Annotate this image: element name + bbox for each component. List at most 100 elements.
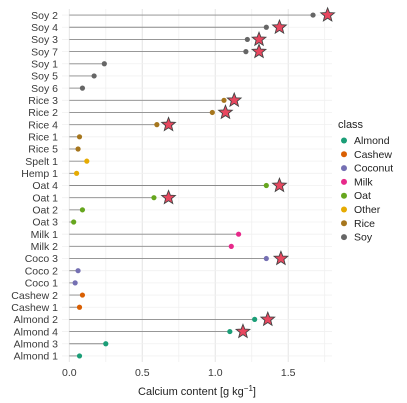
category-label-oat-1: Oat 1	[32, 192, 58, 204]
category-label-milk-2: Milk 2	[31, 241, 59, 253]
star-rice-4	[160, 116, 177, 132]
x-axis-title: Calcium content [g kg−1]	[138, 384, 256, 399]
legend-label-soy: Soy	[354, 232, 373, 244]
point-rice-1	[76, 134, 83, 140]
x-tick-label: 0.0	[62, 367, 77, 379]
point-coco-2	[75, 268, 81, 274]
point-oat-2	[79, 207, 86, 213]
point-soy-5	[91, 73, 97, 79]
star-markers	[160, 6, 336, 339]
legend-key-coconut	[341, 165, 347, 172]
point-soy-7	[243, 49, 249, 55]
category-label-soy-2: Soy 2	[31, 10, 58, 22]
legend-key-other	[341, 206, 347, 213]
category-label-cashew-1: Cashew 1	[11, 302, 58, 314]
point-soy-2	[310, 12, 316, 18]
category-label-rice-2: Rice 2	[28, 107, 58, 119]
category-label-soy-1: Soy 1	[31, 58, 58, 70]
legend-label-other: Other	[354, 204, 381, 216]
category-label-cashew-2: Cashew 2	[11, 290, 58, 302]
point-rice-2	[209, 109, 215, 116]
point-soy-6	[79, 85, 86, 91]
x-tick-label: 0.5	[135, 367, 150, 379]
legend-label-rice: Rice	[354, 218, 375, 230]
legend-key-almond	[341, 137, 347, 144]
category-label-coco-3: Coco 3	[25, 253, 58, 265]
category-label-soy-3: Soy 3	[31, 34, 58, 46]
point-oat-4	[263, 182, 269, 189]
x-axis-title-superscript: −1	[244, 384, 254, 393]
category-label-almond-1: Almond 1	[14, 351, 59, 363]
star-oat-1	[160, 189, 177, 205]
category-label-milk-1: Milk 1	[31, 229, 59, 241]
legend-key-rice	[341, 220, 347, 227]
category-label-coco-1: Coco 1	[25, 278, 58, 290]
category-label-soy-6: Soy 6	[31, 83, 58, 95]
x-tick-label: 1.5	[281, 367, 296, 379]
category-label-soy-4: Soy 4	[31, 22, 58, 34]
point-cashew-1	[76, 304, 83, 310]
star-rice-2	[217, 104, 234, 120]
point-almond-3	[103, 341, 109, 347]
star-coco-3	[272, 250, 289, 266]
point-rice-5	[75, 146, 81, 152]
category-label-almond-4: Almond 4	[14, 326, 59, 338]
star-soy-3	[250, 30, 268, 47]
point-soy-1	[101, 61, 107, 67]
star-almond-2	[259, 310, 276, 327]
point-soy-4	[263, 24, 269, 30]
category-label-oat-3: Oat 3	[32, 217, 58, 229]
point-milk-1	[235, 231, 242, 237]
legend-key-oat	[341, 192, 347, 199]
category-label-soy-5: Soy 5	[31, 71, 58, 83]
point-coco-3	[263, 255, 269, 262]
point-almond-4	[227, 328, 233, 335]
point-almond-1	[76, 353, 83, 359]
point-cashew-2	[79, 292, 86, 298]
point-milk-2	[228, 243, 234, 249]
x-tick-label: 1.0	[208, 367, 223, 379]
category-label-rice-5: Rice 5	[28, 144, 58, 156]
category-label-coco-2: Coco 2	[25, 265, 58, 277]
legend-key-milk	[341, 178, 347, 185]
point-coco-1	[72, 280, 78, 286]
lollipop-points	[71, 12, 316, 359]
star-rice-3	[226, 91, 243, 108]
category-label-almond-2: Almond 2	[14, 314, 59, 326]
category-label-rice-3: Rice 3	[28, 95, 58, 107]
category-label-spelt-1: Spelt 1	[25, 156, 58, 168]
category-label-oat-2: Oat 2	[32, 205, 58, 217]
legend-label-coconut: Coconut	[354, 163, 393, 175]
star-oat-4	[271, 177, 288, 193]
point-rice-3	[221, 97, 227, 103]
legend-label-milk: Milk	[354, 176, 373, 188]
legend-label-cashew: Cashew	[354, 149, 392, 161]
category-label-oat-4: Oat 4	[32, 180, 58, 192]
x-axis-tick-labels: 0.0 0.5 1.0 1.5	[62, 367, 296, 379]
point-soy-3	[244, 36, 250, 43]
category-label-rice-4: Rice 4	[28, 119, 58, 131]
point-oat-3	[71, 219, 77, 225]
lollipop-stems	[69, 14, 314, 357]
point-almond-2	[252, 316, 258, 322]
category-label-almond-3: Almond 3	[14, 338, 59, 350]
category-label-soy-7: Soy 7	[31, 46, 58, 58]
star-almond-4	[234, 323, 252, 339]
star-soy-4	[271, 18, 288, 35]
legend-key-soy	[341, 234, 347, 241]
legend-label-oat: Oat	[354, 190, 371, 202]
category-label-hemp-1: Hemp 1	[21, 168, 58, 180]
star-soy-7	[250, 43, 268, 59]
legend-key-cashew	[341, 151, 347, 158]
category-label-rice-1: Rice 1	[28, 132, 58, 144]
point-oat-1	[151, 195, 157, 201]
legend-title: class	[338, 119, 364, 131]
point-hemp-1	[73, 170, 80, 176]
legend-label-almond: Almond	[354, 135, 390, 147]
point-rice-4	[154, 122, 160, 128]
point-spelt-1	[84, 158, 90, 164]
star-soy-2	[319, 6, 336, 22]
